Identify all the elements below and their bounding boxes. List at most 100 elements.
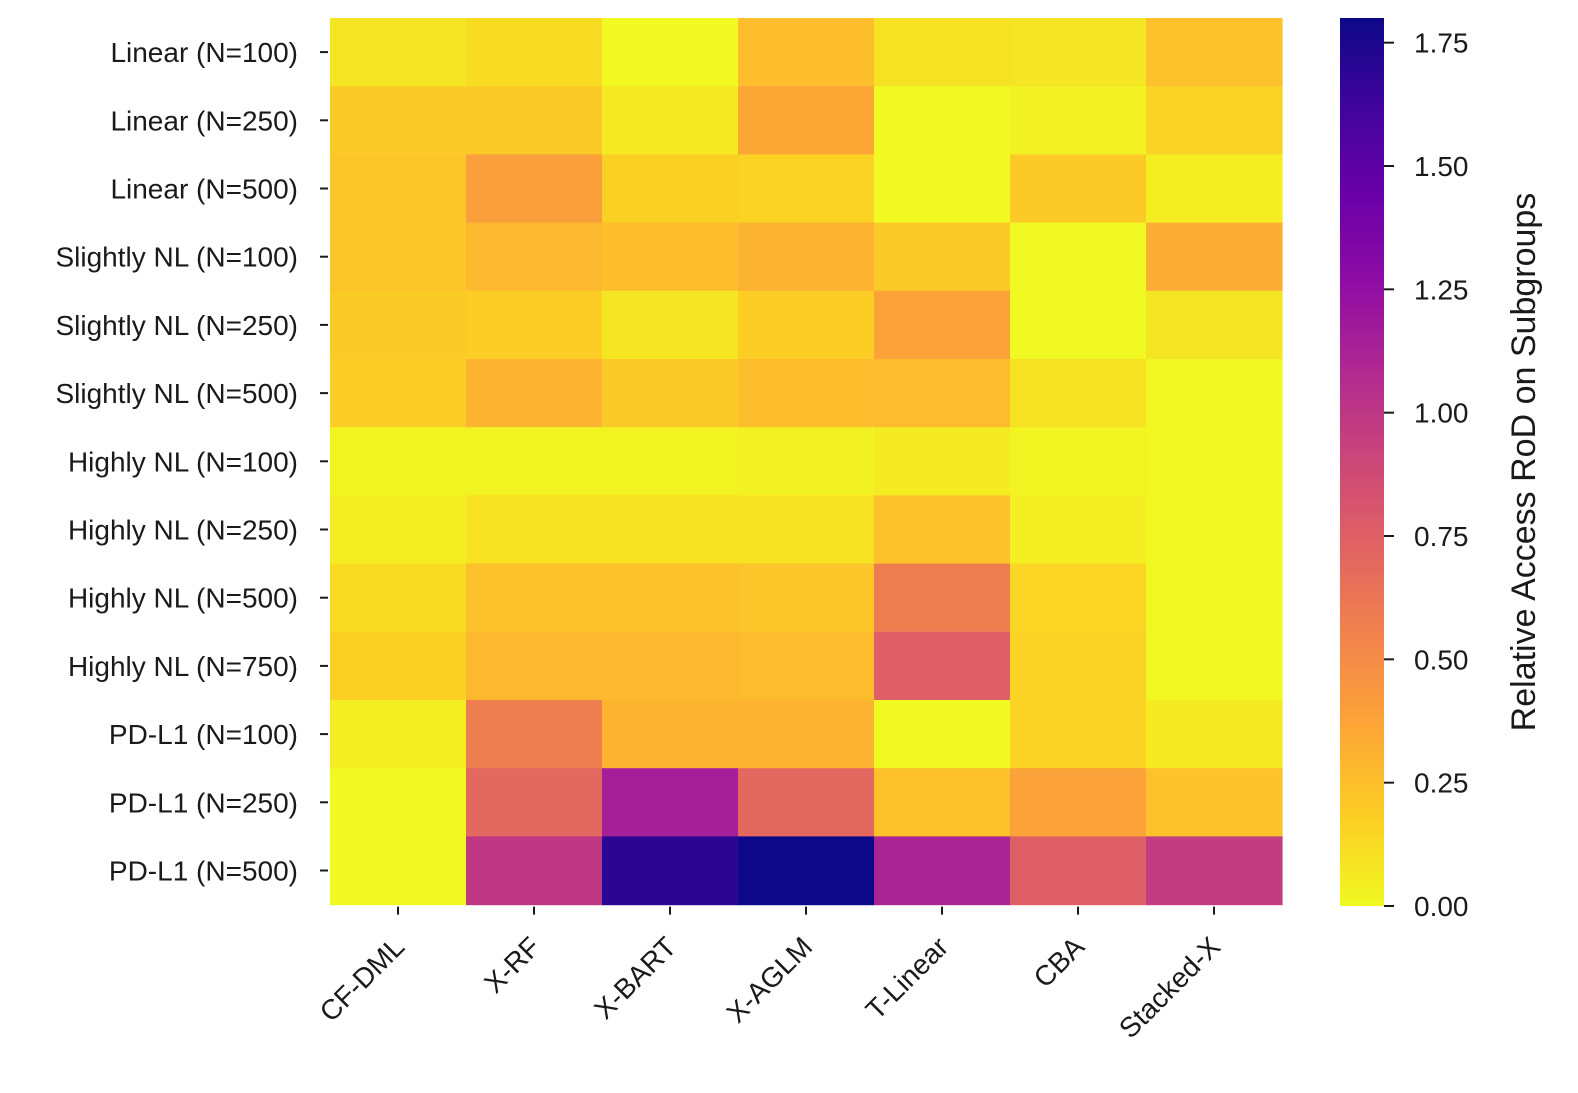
- heatmap-cell-highly-nl-n-100-cba: [1010, 427, 1147, 496]
- heatmap-cell-pd-l1-n-250-x-bart: [602, 768, 739, 837]
- heatmap-cell-slightly-nl-n-500-cf-dml: [330, 359, 467, 428]
- heatmap-cell-linear-n-250-t-linear: [874, 86, 1011, 155]
- heatmap-cell-highly-nl-n-100-x-aglm: [738, 427, 875, 496]
- heatmap-cell-highly-nl-n-750-stacked-x: [1146, 631, 1283, 701]
- heatmap-cell-pd-l1-n-250-x-aglm: [738, 768, 875, 837]
- column-label-cba: CBA: [1028, 931, 1091, 994]
- heatmap-cell-slightly-nl-n-250-cf-dml: [330, 290, 467, 360]
- heatmap-cell-linear-n-100-x-rf: [466, 18, 603, 87]
- colorbar-tick-label: 0.50: [1414, 644, 1469, 675]
- row-label-highly-nl-n-500: Highly NL (N=500): [68, 583, 298, 614]
- heatmap-cell-slightly-nl-n-500-t-linear: [874, 359, 1011, 428]
- row-label-slightly-nl-n-500: Slightly NL (N=500): [55, 378, 298, 409]
- column-label-cf-dml: CF-DML: [314, 931, 411, 1028]
- heatmap-cell-linear-n-500-t-linear: [874, 154, 1011, 224]
- heatmap-cell-slightly-nl-n-250-t-linear: [874, 290, 1011, 360]
- heatmap-cell-slightly-nl-n-100-x-bart: [602, 222, 739, 292]
- heatmap-cell-slightly-nl-n-100-cf-dml: [330, 222, 467, 292]
- heatmap-cell-slightly-nl-n-500-x-bart: [602, 359, 739, 428]
- row-label-pd-l1-n-100: PD-L1 (N=100): [109, 719, 298, 750]
- column-labels: CF-DML X-RF X-BART X-AGLM T-Linear CBA Stacked…: [314, 906, 1226, 1044]
- heatmap-cell-linear-n-100-cf-dml: [330, 18, 467, 87]
- heatmap-cell-highly-nl-n-500-cf-dml: [330, 563, 467, 633]
- heatmap-cell-pd-l1-n-250-stacked-x: [1146, 768, 1283, 837]
- heatmap-cell-highly-nl-n-250-cba: [1010, 495, 1147, 565]
- heatmap-cell-highly-nl-n-100-x-bart: [602, 427, 739, 496]
- heatmap-cell-slightly-nl-n-100-t-linear: [874, 222, 1011, 292]
- heatmap-cell-pd-l1-n-500-x-rf: [466, 836, 603, 906]
- heatmap-cell-pd-l1-n-100-x-aglm: [738, 700, 875, 769]
- colorbar-label: Relative Access RoD on Subgroups: [1505, 193, 1543, 732]
- heatmap-cell-linear-n-250-cba: [1010, 86, 1147, 155]
- row-labels: Linear (N=100) Linear (N=250) Linear (N=50…: [55, 37, 328, 887]
- heatmap-cell-linear-n-100-x-bart: [602, 18, 739, 87]
- row-label-pd-l1-n-500: PD-L1 (N=500): [109, 856, 298, 887]
- heatmap-cell-linear-n-500-cba: [1010, 154, 1147, 224]
- heatmap-cell-highly-nl-n-750-t-linear: [874, 631, 1011, 701]
- heatmap-cell-pd-l1-n-100-x-bart: [602, 700, 739, 769]
- heatmap-cell-slightly-nl-n-500-x-aglm: [738, 359, 875, 428]
- heatmap-cell-highly-nl-n-500-cba: [1010, 563, 1147, 633]
- heatmap-cell-pd-l1-n-500-x-bart: [602, 836, 739, 906]
- row-label-pd-l1-n-250: PD-L1 (N=250): [109, 787, 298, 818]
- heatmap-cell-linear-n-250-x-aglm: [738, 86, 875, 155]
- colorbar-tick-label: 1.00: [1414, 398, 1469, 429]
- colorbar-tick-label: 0.00: [1414, 891, 1469, 922]
- column-label-x-bart: X-BART: [588, 931, 682, 1025]
- heatmap-cell-slightly-nl-n-100-x-rf: [466, 222, 603, 292]
- row-label-highly-nl-n-750: Highly NL (N=750): [68, 651, 298, 682]
- heatmap-cell-pd-l1-n-250-cf-dml: [330, 768, 467, 837]
- heatmap-cell-slightly-nl-n-500-cba: [1010, 359, 1147, 428]
- heatmap-cell-highly-nl-n-100-x-rf: [466, 427, 603, 496]
- heatmap-cell-pd-l1-n-250-t-linear: [874, 768, 1011, 837]
- row-label-linear-n-100: Linear (N=100): [110, 37, 298, 68]
- heatmap-cell-highly-nl-n-250-x-rf: [466, 495, 603, 565]
- heatmap-cell-highly-nl-n-250-stacked-x: [1146, 495, 1283, 565]
- heatmap-cell-pd-l1-n-100-x-rf: [466, 700, 603, 769]
- heatmap-cell-highly-nl-n-750-x-aglm: [738, 631, 875, 701]
- column-label-x-aglm: X-AGLM: [720, 931, 818, 1029]
- row-label-slightly-nl-n-100: Slightly NL (N=100): [55, 242, 298, 273]
- heatmap-cell-highly-nl-n-100-cf-dml: [330, 427, 467, 496]
- heatmap-cell-highly-nl-n-750-x-bart: [602, 631, 739, 701]
- heatmap-cell-linear-n-250-cf-dml: [330, 86, 467, 155]
- heatmap-cell-pd-l1-n-500-x-aglm: [738, 836, 875, 906]
- heatmap-cell-highly-nl-n-250-x-bart: [602, 495, 739, 565]
- colorbar-tick-label: 0.75: [1414, 521, 1469, 552]
- heatmap-cell-pd-l1-n-100-cba: [1010, 700, 1147, 769]
- heatmap-cell-pd-l1-n-100-cf-dml: [330, 700, 467, 769]
- heatmap-cell-linear-n-100-stacked-x: [1146, 18, 1283, 87]
- heatmap-cell-highly-nl-n-100-t-linear: [874, 427, 1011, 496]
- heatmap-cell-highly-nl-n-500-x-bart: [602, 563, 739, 633]
- heatmap-cell-pd-l1-n-100-stacked-x: [1146, 700, 1283, 769]
- heatmap-cell-linear-n-500-x-aglm: [738, 154, 875, 224]
- heatmap-cell-slightly-nl-n-250-cba: [1010, 290, 1147, 360]
- colorbar-tick-label: 1.50: [1414, 151, 1469, 182]
- heatmap-cell-pd-l1-n-500-cba: [1010, 836, 1147, 906]
- heatmap-cell-slightly-nl-n-100-stacked-x: [1146, 222, 1283, 292]
- heatmap-cell-slightly-nl-n-100-cba: [1010, 222, 1147, 292]
- heatmap-cell-linear-n-250-x-bart: [602, 86, 739, 155]
- heatmap-cell-linear-n-250-x-rf: [466, 86, 603, 155]
- colorbar-tick-label: 1.25: [1414, 274, 1469, 305]
- colorbar-tick-label: 1.75: [1414, 28, 1469, 59]
- heatmap-cell-highly-nl-n-500-t-linear: [874, 563, 1011, 633]
- heatmap-cell-highly-nl-n-750-cba: [1010, 631, 1147, 701]
- heatmap-cell-slightly-nl-n-250-x-rf: [466, 290, 603, 360]
- row-label-linear-n-500: Linear (N=500): [110, 174, 298, 205]
- heatmap-cell-highly-nl-n-500-x-aglm: [738, 563, 875, 633]
- column-label-t-linear: T-Linear: [860, 931, 955, 1026]
- heatmap-cell-linear-n-500-x-bart: [602, 154, 739, 224]
- heatmap-cell-linear-n-100-x-aglm: [738, 18, 875, 87]
- heatmap-cell-highly-nl-n-750-cf-dml: [330, 631, 467, 701]
- column-label-stacked-x: Stacked-X: [1113, 931, 1226, 1044]
- row-label-highly-nl-n-250: Highly NL (N=250): [68, 515, 298, 546]
- heatmap-cell-pd-l1-n-100-t-linear: [874, 700, 1011, 769]
- heatmap-cell-highly-nl-n-500-x-rf: [466, 563, 603, 633]
- heatmap-cell-slightly-nl-n-250-x-aglm: [738, 290, 875, 360]
- row-label-linear-n-250: Linear (N=250): [110, 105, 298, 136]
- heatmap-cell-pd-l1-n-500-t-linear: [874, 836, 1011, 906]
- heatmap-cell-highly-nl-n-750-x-rf: [466, 631, 603, 701]
- heatmap-cell-linear-n-100-cba: [1010, 18, 1147, 87]
